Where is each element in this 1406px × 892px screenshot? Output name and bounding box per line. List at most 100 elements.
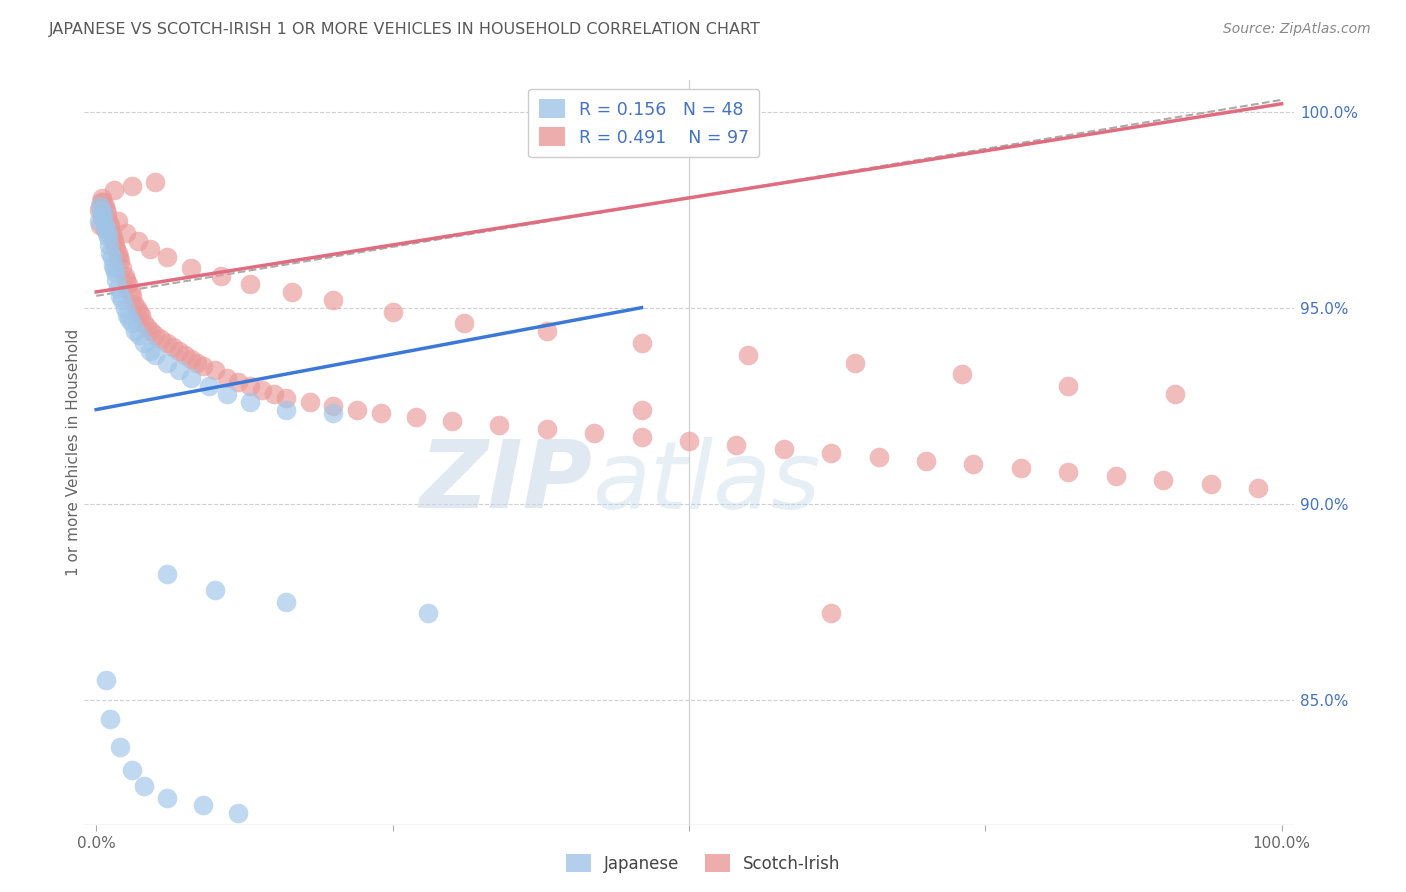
Legend: R = 0.156   N = 48, R = 0.491    N = 97: R = 0.156 N = 48, R = 0.491 N = 97: [529, 89, 759, 157]
Point: [91, 206, 114, 220]
Point: [678, 434, 700, 448]
Point: [97, 230, 120, 244]
Point: [127, 234, 149, 248]
Point: [105, 242, 128, 256]
Point: [122, 296, 145, 310]
Point: [156, 567, 179, 582]
Point: [107, 281, 129, 295]
Point: [129, 309, 152, 323]
Point: [128, 304, 150, 318]
Point: [239, 379, 262, 393]
Point: [180, 351, 202, 366]
Point: [274, 391, 297, 405]
Point: [107, 245, 129, 260]
Point: [145, 348, 167, 362]
Point: [844, 355, 866, 369]
Point: [191, 798, 214, 813]
Point: [132, 316, 155, 330]
Point: [156, 790, 179, 805]
Point: [167, 363, 190, 377]
Point: [630, 335, 652, 350]
Point: [418, 607, 440, 621]
Point: [107, 214, 129, 228]
Point: [117, 277, 139, 292]
Point: [346, 402, 368, 417]
Point: [121, 763, 143, 777]
Point: [145, 328, 167, 343]
Point: [93, 219, 115, 233]
Point: [124, 324, 146, 338]
Point: [89, 199, 111, 213]
Point: [263, 387, 285, 401]
Point: [101, 230, 124, 244]
Point: [298, 394, 321, 409]
Point: [281, 285, 304, 299]
Point: [1010, 461, 1032, 475]
Point: [1164, 387, 1187, 401]
Text: Source: ZipAtlas.com: Source: ZipAtlas.com: [1223, 22, 1371, 37]
Point: [162, 340, 184, 354]
Point: [100, 245, 122, 260]
Text: atlas: atlas: [592, 437, 821, 528]
Point: [115, 309, 138, 323]
Point: [156, 250, 179, 264]
Text: ZIP: ZIP: [419, 436, 592, 528]
Point: [139, 324, 162, 338]
Point: [536, 422, 558, 436]
Point: [98, 219, 121, 233]
Point: [274, 594, 297, 608]
Point: [204, 363, 226, 377]
Point: [239, 277, 262, 292]
Point: [100, 250, 122, 264]
Point: [370, 407, 392, 421]
Point: [536, 324, 558, 338]
Point: [115, 226, 138, 240]
Point: [204, 582, 226, 597]
Point: [191, 359, 214, 374]
Point: [108, 289, 131, 303]
Point: [1057, 465, 1080, 479]
Point: [630, 402, 652, 417]
Point: [228, 806, 250, 821]
Point: [114, 301, 136, 315]
Point: [145, 175, 167, 189]
Point: [132, 779, 155, 793]
Point: [121, 179, 143, 194]
Point: [103, 261, 125, 276]
Point: [104, 265, 127, 279]
Point: [209, 269, 232, 284]
Point: [440, 414, 463, 428]
Point: [1057, 379, 1080, 393]
Point: [868, 450, 890, 464]
Point: [215, 387, 238, 401]
Point: [322, 293, 344, 307]
Point: [91, 191, 114, 205]
Point: [98, 238, 121, 252]
Point: [111, 261, 134, 276]
Point: [100, 226, 122, 240]
Point: [118, 312, 141, 326]
Point: [725, 438, 748, 452]
Point: [87, 214, 110, 228]
Point: [174, 348, 197, 362]
Point: [186, 355, 208, 369]
Point: [737, 348, 759, 362]
Point: [132, 335, 155, 350]
Point: [453, 316, 475, 330]
Point: [274, 402, 297, 417]
Point: [105, 273, 128, 287]
Point: [94, 673, 117, 687]
Point: [125, 301, 148, 315]
Point: [630, 430, 652, 444]
Point: [322, 407, 344, 421]
Point: [93, 199, 115, 213]
Point: [1247, 481, 1270, 495]
Point: [128, 328, 150, 343]
Point: [91, 211, 114, 225]
Point: [167, 343, 190, 358]
Point: [103, 183, 125, 197]
Point: [820, 607, 842, 621]
Point: [87, 202, 110, 217]
Point: [156, 335, 179, 350]
Point: [90, 194, 112, 209]
